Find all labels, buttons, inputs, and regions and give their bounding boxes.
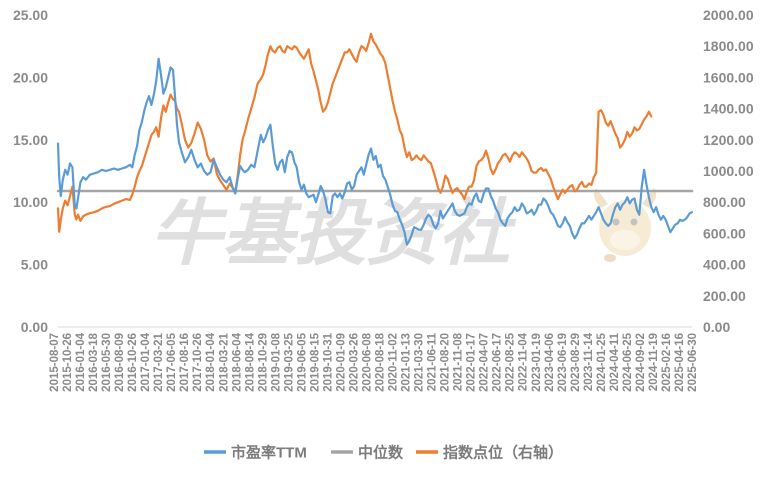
- x-axis-tick-label: 2018-10-29: [257, 333, 269, 392]
- x-axis-tick-label: 2017-10-26: [192, 333, 204, 392]
- x-axis-tick-label: 2021-01-13: [401, 333, 413, 392]
- x-axis-tick-label: 2020-01-09: [335, 333, 347, 392]
- x-axis-tick-label: 2021-06-11: [427, 332, 439, 391]
- left-axis-tick-label: 25.00: [13, 7, 48, 23]
- x-axis-tick-label: 2022-01-17: [466, 333, 478, 392]
- right-axis-tick-label: 1400.00: [703, 101, 754, 117]
- x-axis-tick-label: 2018-06-04: [231, 332, 243, 391]
- x-axis-tick-label: 2025-04-16: [674, 333, 686, 392]
- legend-label-1: 中位数: [358, 444, 404, 462]
- x-axis-tick-label: 2025-02-16: [661, 333, 673, 392]
- x-axis-tick-label: 2017-08-16: [179, 333, 191, 392]
- x-axis-tick-label: 2022-06-17: [492, 333, 504, 392]
- x-axis-tick-label: 2018-03-21: [218, 332, 230, 391]
- right-axis-tick-label: 1800.00: [703, 38, 754, 54]
- cow-mascot-icon: [593, 188, 657, 262]
- x-axis-tick-label: 2020-03-26: [349, 333, 361, 392]
- x-axis-tick-label: 2019-08-15: [309, 332, 321, 391]
- x-axis-tick-label: 2025-06-30: [687, 333, 699, 392]
- x-axis-tick-label: 2016-03-18: [88, 332, 100, 391]
- left-axis-tick-label: 0.00: [21, 319, 48, 335]
- left-axis-tick-label: 15.00: [13, 132, 48, 148]
- right-axis-tick-label: 1000.00: [703, 163, 754, 179]
- left-axis-tick-label: 20.00: [13, 69, 48, 85]
- x-axis-tick-label: 2024-09-02: [635, 333, 647, 392]
- x-axis-ticks: 2015-08-07 2015-10-26 2016-01-04 2016-03-18…: [49, 332, 699, 392]
- x-axis-tick-label: 2020-08-18: [375, 332, 387, 391]
- right-axis-tick-label: 600.00: [703, 225, 746, 241]
- watermark-text: 牛基投资社: [150, 194, 517, 274]
- x-axis-tick-label: 2019-03-25: [283, 332, 295, 391]
- series-line-2: [56, 32, 653, 233]
- x-axis-tick-label: 2023-01-19: [531, 333, 543, 392]
- x-axis-tick-label: 2023-06-19: [557, 333, 569, 392]
- x-axis-tick-label: 2019-06-05: [296, 332, 308, 391]
- right-axis-tick-label: 2000.00: [703, 7, 754, 23]
- x-axis-tick-label: 2023-11-14: [583, 332, 595, 391]
- right-axis-tick-label: 800.00: [703, 194, 746, 210]
- right-axis-tick-label: 1200.00: [703, 132, 754, 148]
- x-axis-tick-label: 2023-08-29: [570, 333, 582, 392]
- x-axis-tick-label: 2020-11-02: [388, 333, 400, 391]
- series-layer: [56, 32, 694, 246]
- legend: 市盈率TTM 中位数 指数点位（右轴）: [204, 444, 563, 462]
- left-axis-ticks: 0.00 5.00 10.00 15.00 20.00 25.00: [13, 7, 48, 335]
- x-axis-tick-label: 2016-10-26: [127, 333, 139, 392]
- x-axis-tick-label: 2021-03-30: [414, 333, 426, 392]
- x-axis-tick-label: 2018-01-04: [205, 332, 217, 391]
- series-line-0: [56, 57, 694, 246]
- x-axis-tick-label: 2024-04-11: [609, 332, 621, 391]
- x-axis-tick-label: 2016-08-09: [114, 333, 126, 392]
- x-axis-tick-label: 2021-11-08: [453, 332, 465, 391]
- right-axis-tick-label: 400.00: [703, 257, 746, 273]
- right-axis-tick-label: 0.00: [703, 319, 730, 335]
- left-axis-tick-label: 10.00: [13, 194, 48, 210]
- x-axis-tick-label: 2021-08-20: [440, 333, 452, 392]
- x-axis-tick-label: 2022-04-07: [479, 333, 491, 392]
- legend-label-2: 指数点位（右轴）: [443, 444, 563, 462]
- x-axis-tick-label: 2024-06-25: [622, 332, 634, 391]
- x-axis-tick-label: 2024-11-19: [648, 333, 660, 391]
- x-axis-tick-label: 2022-11-04: [518, 332, 530, 391]
- right-axis-tick-label: 200.00: [703, 288, 746, 304]
- x-axis-tick-label: 2020-06-08: [362, 332, 374, 391]
- x-axis-tick-label: 2017-01-04: [140, 332, 152, 391]
- x-axis-tick-label: 2015-10-26: [62, 333, 74, 392]
- x-axis-tick-label: 2024-01-25: [596, 332, 608, 391]
- x-axis-tick-label: 2019-10-31: [322, 332, 334, 391]
- legend-label-0: 市盈率TTM: [231, 444, 307, 462]
- x-axis-tick-label: 2017-06-05: [166, 332, 178, 391]
- x-axis-tick-label: 2017-03-21: [153, 332, 165, 391]
- x-axis-tick-label: 2016-01-04: [75, 332, 87, 391]
- right-axis-tick-label: 1600.00: [703, 69, 754, 85]
- x-axis-tick-label: 2015-08-07: [49, 333, 61, 392]
- x-axis-tick-label: 2016-05-30: [101, 333, 113, 392]
- right-axis-ticks: 0.00 200.00 400.00 600.00 800.00 1000.00 1200.…: [703, 7, 754, 335]
- x-axis-tick-label: 2022-08-25: [505, 332, 517, 391]
- x-axis-tick-label: 2023-04-06: [544, 333, 556, 392]
- left-axis-tick-label: 5.00: [21, 257, 48, 273]
- x-axis-tick-label: 2019-01-08: [270, 332, 282, 391]
- x-axis-tick-label: 2018-08-14: [244, 332, 256, 391]
